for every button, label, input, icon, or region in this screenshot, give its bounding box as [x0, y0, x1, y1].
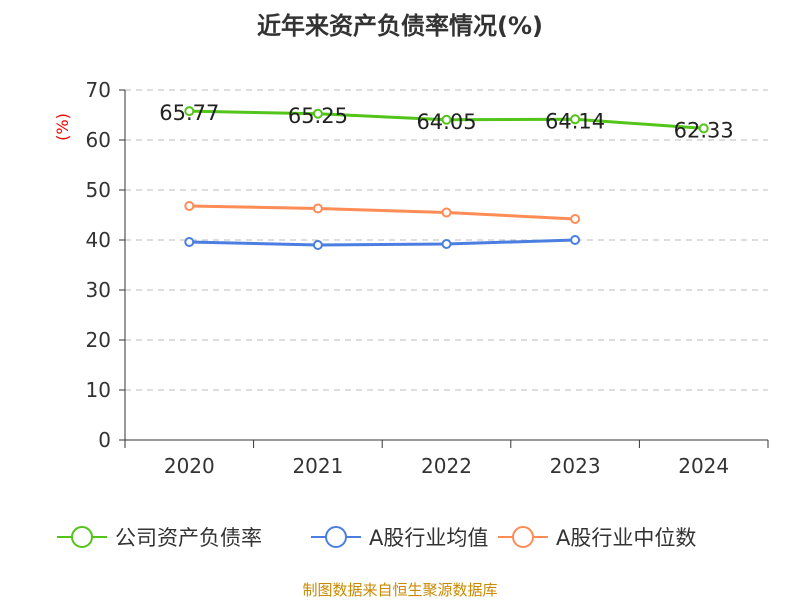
chart-title: 近年来资产负债率情况(%) [257, 12, 543, 40]
legend-marker [71, 526, 93, 548]
data-point [184, 237, 195, 247]
data-point [312, 203, 323, 214]
x-tick-label: 2024 [678, 454, 729, 478]
data-point [184, 201, 195, 211]
y-tick-label: 30 [86, 278, 111, 302]
legend-label: A股行业均值 [369, 526, 488, 550]
data-label: 65.77 [159, 101, 219, 125]
y-tick-label: 0 [98, 428, 111, 452]
x-tick-label: 2023 [550, 454, 601, 478]
y-tick-label: 60 [86, 128, 111, 152]
data-point [441, 207, 452, 218]
legend-marker [325, 526, 347, 548]
data-point [570, 114, 581, 125]
y-axis-label: (%) [53, 113, 72, 141]
data-point [441, 114, 452, 125]
source-note: 制图数据来自恒生聚源数据库 [302, 581, 498, 599]
y-tick-label: 40 [86, 228, 111, 252]
data-point [441, 239, 452, 249]
legend-label: 公司资产负债率 [115, 526, 262, 550]
x-tick-label: 2020 [164, 454, 215, 478]
x-tick-label: 2022 [421, 454, 472, 478]
y-tick-label: 70 [86, 78, 111, 102]
data-label: 64.05 [416, 110, 476, 134]
legend-label: A股行业中位数 [556, 526, 696, 550]
data-point [570, 235, 581, 245]
y-tick-label: 50 [86, 178, 111, 202]
y-tick-label: 20 [86, 328, 111, 352]
data-point [570, 214, 581, 224]
y-tick-label: 10 [86, 378, 111, 402]
series-line [189, 238, 576, 247]
data-label: 65.25 [288, 104, 348, 128]
data-point [312, 240, 323, 250]
data-point [698, 123, 709, 134]
data-label: 62.33 [674, 118, 734, 142]
data-label: 64.14 [545, 109, 605, 133]
x-tick-label: 2021 [292, 454, 343, 478]
data-point [312, 108, 323, 119]
legend-marker [512, 526, 534, 548]
series-line [189, 204, 576, 221]
data-point [184, 106, 195, 117]
